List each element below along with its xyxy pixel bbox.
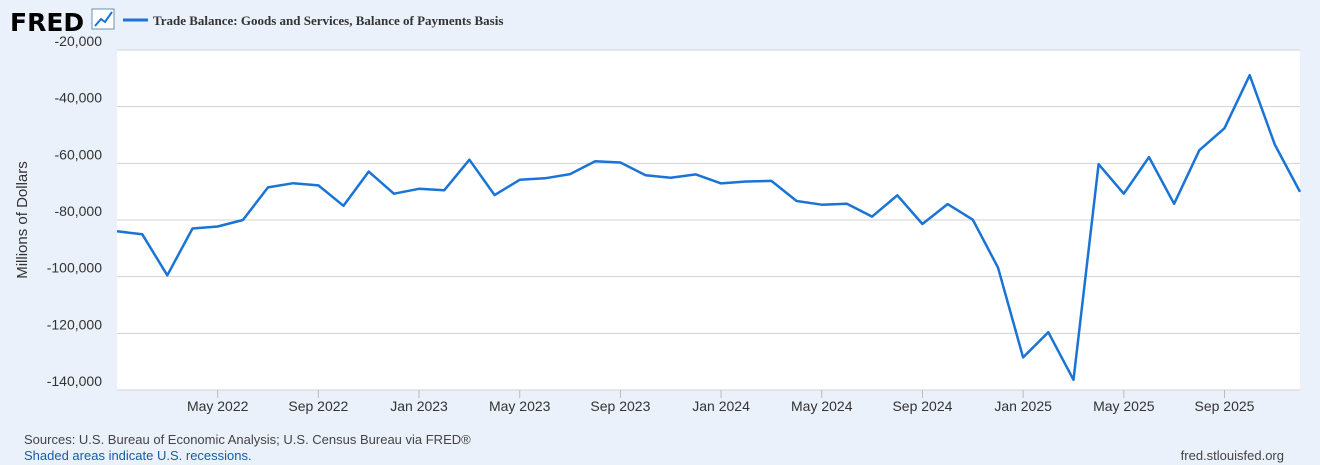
logo-text: FRED <box>10 8 84 37</box>
x-tick-label: Jan 2025 <box>994 398 1052 414</box>
x-tick-label: May 2025 <box>1093 398 1155 414</box>
y-tick-label: -80,000 <box>55 203 103 219</box>
x-tick-label: May 2023 <box>489 398 551 414</box>
y-tick-label: -100,000 <box>47 260 102 276</box>
series-line <box>116 73 1302 382</box>
y-tick-label: -120,000 <box>47 316 102 332</box>
x-tick-label: Jan 2023 <box>390 398 448 414</box>
line-chart-icon <box>91 8 115 30</box>
recession-note: Shaded areas indicate U.S. recessions. <box>24 448 252 463</box>
x-tick-label: Sep 2024 <box>892 398 952 414</box>
x-tick-label: Sep 2023 <box>590 398 650 414</box>
fred-logo[interactable]: FRED <box>10 8 115 37</box>
x-tick-label: Jan 2024 <box>692 398 750 414</box>
y-tick-label: -140,000 <box>47 373 102 389</box>
x-tick-label: May 2022 <box>187 398 249 414</box>
legend: Trade Balance: Goods and Services, Balan… <box>123 13 503 28</box>
y-tick-label: -60,000 <box>55 146 103 162</box>
x-tick-label: Sep 2022 <box>288 398 348 414</box>
source-note: Sources: U.S. Bureau of Economic Analysi… <box>24 432 471 447</box>
y-axis-title: Millions of Dollars <box>14 161 31 279</box>
x-tick-label: May 2024 <box>791 398 853 414</box>
y-tick-label: -40,000 <box>55 90 103 106</box>
x-axis: May 2022 Sep 2022 Jan 2023 May 2023 Sep 2023… <box>187 390 1255 414</box>
x-tick-label: Sep 2025 <box>1195 398 1255 414</box>
chart: FRED Trade Balance: Goods and Services, … <box>10 8 1302 414</box>
site-link[interactable]: fred.stlouisfed.org <box>1180 448 1284 463</box>
y-axis: -20,000 -40,000 -60,000 -80,000 -100,000 -120… <box>47 33 102 389</box>
legend-label: Trade Balance: Goods and Services, Balan… <box>153 13 503 28</box>
grid <box>117 49 1300 391</box>
y-tick-label: -20,000 <box>55 33 103 49</box>
